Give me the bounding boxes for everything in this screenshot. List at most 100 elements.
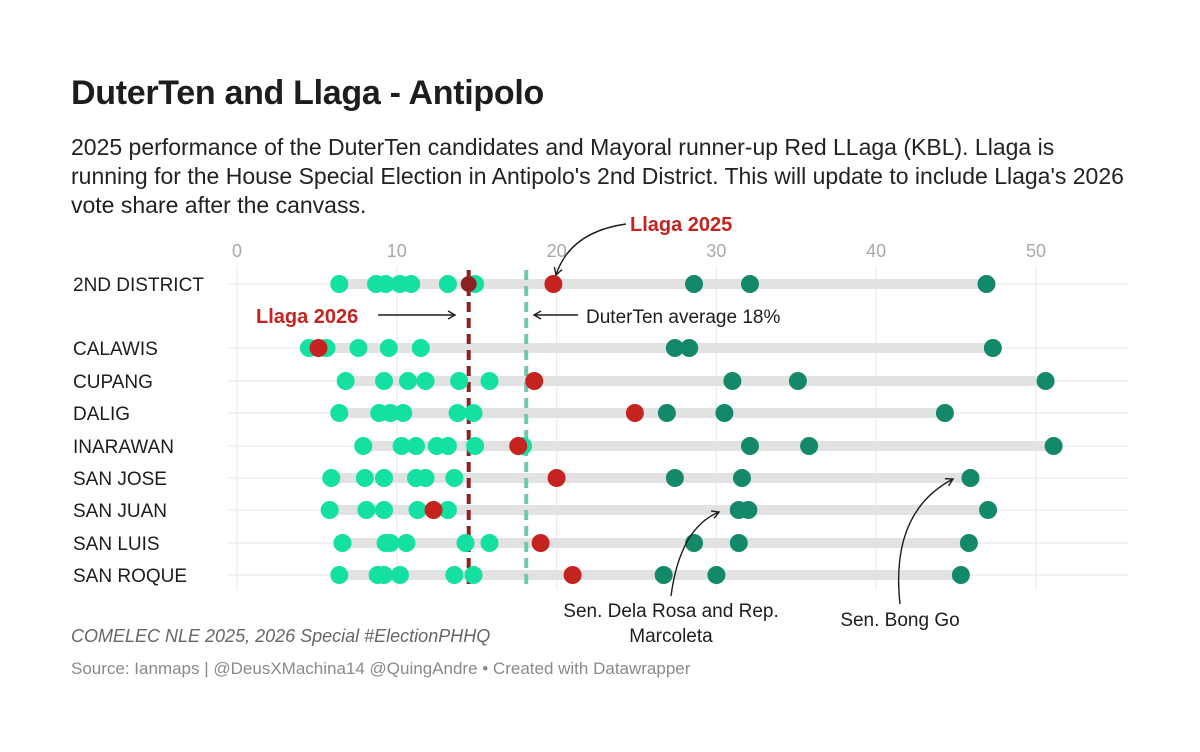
duterten-point	[375, 372, 394, 390]
duterten-point	[390, 566, 409, 584]
duterten-point	[445, 566, 464, 584]
duterten-point	[379, 339, 398, 357]
duterten-top-point	[983, 339, 1002, 357]
x-tick-label-40: 40	[866, 241, 886, 261]
duterten-point	[397, 534, 416, 552]
x-tick-label-0: 0	[232, 241, 242, 261]
x-axis-ticks: 0 10 20 30 40 50	[232, 241, 1046, 261]
duterten-top-point	[1036, 372, 1055, 390]
row-label: SAN ROQUE	[73, 566, 187, 587]
duterten-top-point	[739, 501, 758, 519]
row-label: DALIG	[73, 404, 130, 425]
annotation-duterten-average: DuterTen average 18%	[586, 307, 780, 328]
duterten-point	[394, 404, 413, 422]
llaga-2025-point	[309, 339, 328, 357]
annotation-llaga-2025: Llaga 2025	[630, 214, 732, 236]
llaga-2025-point	[525, 372, 544, 390]
duterten-point	[406, 437, 425, 455]
llaga-2026-point	[460, 276, 477, 292]
duterten-point	[438, 275, 457, 293]
llaga-2025-point	[547, 469, 566, 487]
duterten-point	[357, 501, 376, 519]
duterten-point	[480, 372, 499, 390]
duterten-point	[466, 437, 485, 455]
duterten-top-point	[979, 501, 998, 519]
annotations: Llaga 2025 Llaga 2026 DuterTen average 18%…	[256, 214, 960, 647]
duterten-top-point	[959, 534, 978, 552]
duterten-point	[448, 404, 467, 422]
duterten-point	[375, 469, 394, 487]
duterten-point	[355, 469, 374, 487]
duterten-point	[375, 501, 394, 519]
duterten-top-point	[665, 469, 684, 487]
duterten-point	[322, 469, 341, 487]
duterten-top-point	[788, 372, 807, 390]
duterten-point	[330, 566, 349, 584]
duterten-point	[480, 534, 499, 552]
duterten-top-point	[740, 437, 759, 455]
duterten-point	[330, 275, 349, 293]
duterten-point	[336, 372, 355, 390]
row-label: CALAWIS	[73, 339, 158, 360]
annotation-dela-rosa-marcoleta: Sen. Dela Rosa and Rep. Marcoleta	[563, 601, 778, 647]
duterten-top-point	[732, 469, 751, 487]
row-label: 2ND DISTRICT	[73, 275, 204, 296]
annotation-arrow	[553, 223, 627, 277]
duterten-point	[398, 372, 417, 390]
duterten-point	[402, 275, 421, 293]
duterten-top-point	[665, 339, 684, 357]
row-label: SAN LUIS	[73, 534, 160, 555]
duterten-point	[450, 372, 469, 390]
row-label: SAN JUAN	[73, 501, 167, 522]
row-label: SAN JOSE	[73, 469, 167, 490]
duterten-top-point	[935, 404, 954, 422]
chart-notes: COMELEC NLE 2025, 2026 Special #Election…	[71, 626, 491, 646]
duterten-top-point	[707, 566, 726, 584]
duterten-point	[438, 501, 457, 519]
duterten-point	[376, 275, 395, 293]
x-tick-label-20: 20	[547, 241, 567, 261]
duterten-point	[456, 534, 475, 552]
duterten-top-point	[740, 275, 759, 293]
chart-source: Source: Ianmaps | @DeusXMachina14 @Quing…	[71, 659, 691, 678]
duterten-point	[392, 437, 411, 455]
llaga-2025-point	[509, 437, 528, 455]
duterten-point	[375, 566, 394, 584]
duterten-point	[320, 501, 339, 519]
data-points	[299, 275, 1063, 584]
llaga-2025-point	[563, 566, 582, 584]
llaga-2025-point	[625, 404, 644, 422]
duterten-top-point	[961, 469, 980, 487]
chart-description: 2025 performance of the DuterTen candida…	[71, 134, 1124, 218]
annotation-arrow	[897, 478, 955, 605]
duterten-top-point	[951, 566, 970, 584]
duterten-point	[464, 404, 483, 422]
llaga-2025-point	[544, 275, 563, 293]
duterten-point	[438, 437, 457, 455]
duterten-top-point	[800, 437, 819, 455]
annotation-arrow	[670, 510, 721, 597]
annotation-llaga-2026: Llaga 2026	[256, 306, 358, 328]
duterten-point	[330, 404, 349, 422]
duterten-point	[381, 534, 400, 552]
duterten-top-point	[1044, 437, 1063, 455]
chart-rows: 2ND DISTRICT CALAWIS CUPANG DALIG INARAWAN SA…	[73, 275, 1054, 587]
row-label: INARAWAN	[73, 437, 174, 458]
duterten-point	[381, 404, 400, 422]
duterten-point	[464, 566, 483, 584]
duterten-point	[349, 339, 368, 357]
duterten-top-point	[654, 566, 673, 584]
duterten-point	[411, 339, 430, 357]
duterten-top-point	[680, 339, 699, 357]
duterten-top-point	[977, 275, 996, 293]
duterten-point	[408, 501, 427, 519]
duterten-point	[416, 372, 435, 390]
x-tick-label-30: 30	[706, 241, 726, 261]
duterten-point	[445, 469, 464, 487]
reference-lines	[466, 270, 529, 590]
duterten-top-point	[685, 534, 704, 552]
duterten-top-point	[723, 372, 742, 390]
duterten-top-point	[657, 404, 676, 422]
x-tick-label-50: 50	[1026, 241, 1046, 261]
